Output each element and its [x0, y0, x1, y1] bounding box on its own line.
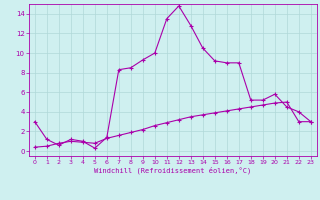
X-axis label: Windchill (Refroidissement éolien,°C): Windchill (Refroidissement éolien,°C) — [94, 167, 252, 174]
